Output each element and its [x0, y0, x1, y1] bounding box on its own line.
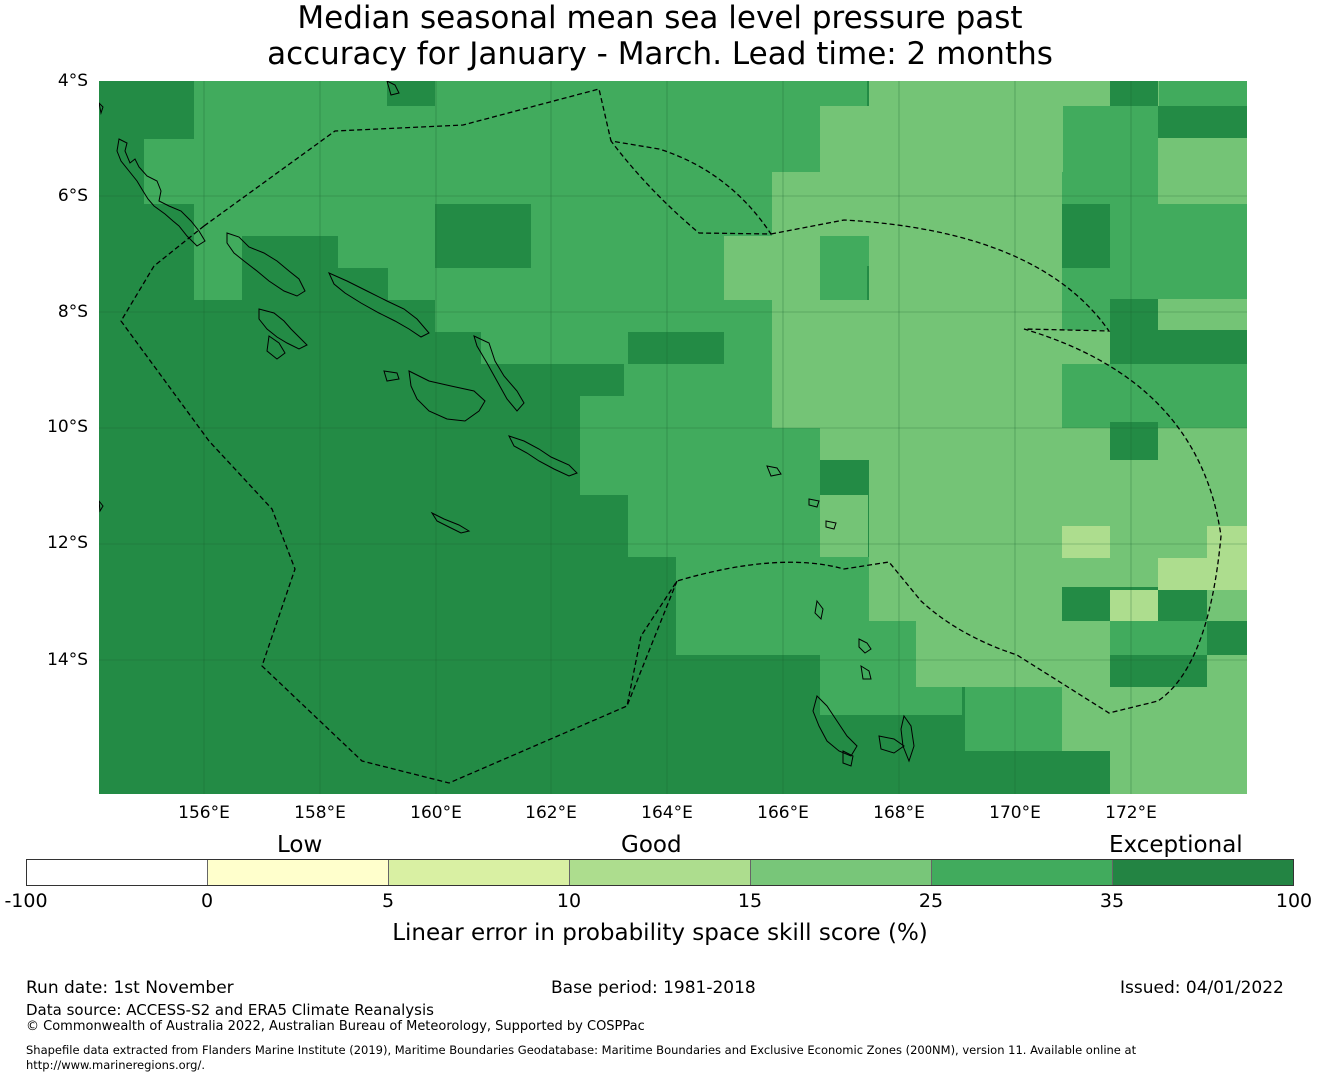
vangunu-coast	[266, 335, 286, 360]
data-source: Data source: ACCESS-S2 and ERA5 Climate …	[26, 1001, 434, 1019]
malekula-coast	[878, 735, 905, 754]
russell-islands	[383, 370, 400, 382]
good-15-region	[1062, 526, 1247, 621]
colorbar-tick-label: 35	[1099, 890, 1125, 912]
legend-category-good: Good	[621, 832, 682, 858]
edge-island-nw	[99, 102, 104, 115]
choiseul-coast	[226, 232, 306, 297]
lon-label-170e: 170°E	[989, 803, 1041, 823]
guadalcanal-coast	[408, 370, 486, 422]
lon-label-160e: 160°E	[410, 803, 462, 823]
lat-label-8s: 8°S	[57, 302, 88, 322]
lon-label-164e: 164°E	[641, 803, 693, 823]
banks-island	[858, 638, 872, 654]
new-georgia-coast	[258, 308, 308, 350]
colorbar-segment	[932, 860, 1113, 885]
lon-label-172e: 172°E	[1105, 803, 1157, 823]
shapefile-credit-line-1: Shapefile data extracted from Flanders M…	[26, 1043, 1137, 1057]
rennell-coast	[430, 511, 471, 534]
colorbar-segment	[751, 860, 932, 885]
colorbar-segment	[27, 860, 208, 885]
skill-score-map	[99, 81, 1247, 794]
colorbar-tick-label: -100	[4, 890, 48, 912]
lat-label-14s: 14°S	[47, 650, 88, 670]
map-title-line-2: accuracy for January - March. Lead time:…	[267, 36, 1053, 72]
edge-island-w	[99, 500, 104, 513]
reef-island	[808, 498, 820, 508]
legend-category-exceptional: Exceptional	[1109, 832, 1243, 858]
coastlines	[99, 81, 915, 767]
lat-label-6s: 6°S	[57, 186, 88, 206]
colorbar-tick-label: 15	[737, 890, 763, 912]
lon-label-158e: 158°E	[294, 803, 346, 823]
makira-coast	[508, 435, 578, 477]
colorbar-tick-label: 100	[1275, 890, 1313, 912]
lon-label-162e: 162°E	[525, 803, 577, 823]
ambae-island	[842, 750, 854, 767]
legend-category-low: Low	[277, 832, 323, 858]
espiritu-santo-coast	[812, 695, 858, 757]
vanua-lava-island	[860, 664, 872, 680]
lon-label-156e: 156°E	[178, 803, 230, 823]
map-title-line-1: Median seasonal mean sea level pressure …	[297, 0, 1023, 36]
lon-label-166e: 166°E	[757, 803, 809, 823]
run-date: Run date: 1st November	[26, 978, 234, 998]
bougainville-coast	[116, 138, 206, 247]
colorbar-segment	[570, 860, 751, 885]
colorbar-segment	[1113, 860, 1293, 885]
torres-island	[814, 599, 824, 621]
colorbar-segment	[208, 860, 389, 885]
colorbar-segment	[389, 860, 570, 885]
issued-date: Issued: 04/01/2022	[1120, 978, 1284, 998]
colorbar-tick-label: 25	[918, 890, 944, 912]
lat-label-12s: 12°S	[47, 533, 88, 553]
map-canvas	[99, 81, 1247, 794]
santa-cruz-island	[766, 465, 782, 477]
maewo-pentecost-coast	[900, 714, 915, 763]
santa-isabel-coast	[328, 272, 430, 338]
colorbar-tick-label: 5	[381, 890, 395, 912]
graticule	[99, 81, 1247, 794]
colorbar-tick-label: 10	[556, 890, 582, 912]
eez-boundaries	[120, 88, 1222, 784]
lat-label-4s: 4°S	[57, 71, 88, 91]
base-period: Base period: 1981-2018	[551, 978, 756, 998]
duff-island	[825, 520, 837, 530]
colorbar-tick-label: 0	[200, 890, 214, 912]
lat-label-10s: 10°S	[47, 417, 88, 437]
shapefile-credit-line-2: http://www.marineregions.org/.	[26, 1058, 205, 1072]
colorbar-title: Linear error in probability space skill …	[392, 920, 928, 946]
copyright: © Commonwealth of Australia 2022, Austra…	[26, 1019, 645, 1034]
legend-colorbar	[26, 859, 1294, 886]
exceptional-patches	[99, 81, 1247, 794]
small-island-1	[386, 81, 400, 96]
lon-label-168e: 168°E	[873, 803, 925, 823]
malaita-coast	[473, 335, 525, 412]
